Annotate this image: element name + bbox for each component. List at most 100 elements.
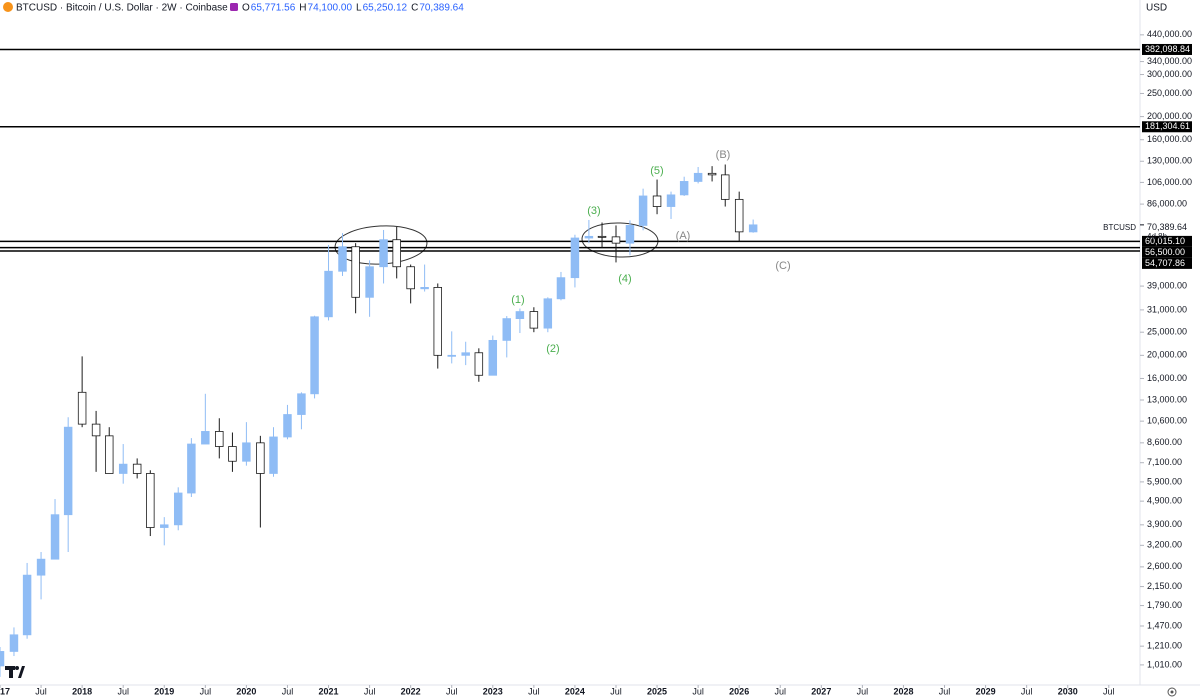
candle-body bbox=[488, 339, 498, 376]
candle-body bbox=[707, 172, 717, 176]
candle-body bbox=[146, 473, 155, 528]
y-tick-label: 16,000.00 bbox=[1147, 373, 1187, 383]
y-tick-label: 25,000.00 bbox=[1147, 327, 1187, 337]
candle-body bbox=[187, 443, 196, 494]
y-tick-label: 2,150.00 bbox=[1147, 581, 1182, 591]
candle-body bbox=[433, 287, 443, 356]
x-tick-label: 2025 bbox=[647, 686, 667, 696]
candle-body bbox=[256, 442, 265, 474]
x-tick-label: 2024 bbox=[565, 686, 585, 696]
candle-body bbox=[584, 235, 594, 239]
y-tick-label: 86,000.00 bbox=[1147, 198, 1187, 208]
candle-body bbox=[36, 558, 46, 576]
ohlc-key: C bbox=[411, 3, 418, 14]
candle-body bbox=[392, 239, 401, 268]
x-tick-label: Jul bbox=[692, 686, 704, 696]
logo-part bbox=[9, 666, 13, 678]
x-tick-label: Jul bbox=[610, 686, 622, 696]
btc-icon bbox=[3, 2, 13, 12]
y-tick-label: 39,000.00 bbox=[1147, 280, 1187, 290]
y-tick-label: 340,000.00 bbox=[1147, 56, 1192, 66]
chart-title: BTCUSD · Bitcoin / U.S. Dollar · 2W · Co… bbox=[16, 3, 228, 14]
candle-body bbox=[720, 174, 730, 200]
level-label-box bbox=[1142, 246, 1192, 258]
ohlc-key: L bbox=[356, 3, 362, 14]
candle-body bbox=[310, 316, 319, 395]
candle-body bbox=[77, 391, 87, 425]
candle-body bbox=[91, 423, 101, 437]
y-tick-label: 3,900.00 bbox=[1147, 519, 1182, 529]
candle-body bbox=[447, 354, 456, 357]
level-label: 54,707.86 bbox=[1145, 258, 1185, 268]
x-tick-label: Jul bbox=[775, 686, 787, 696]
symbol-label: BTCUSD bbox=[1103, 223, 1136, 232]
level-label-box bbox=[1142, 121, 1192, 133]
candle-body bbox=[160, 524, 169, 528]
y-tick-label: 4,900.00 bbox=[1147, 496, 1182, 506]
x-tick-label: 2029 bbox=[976, 686, 996, 696]
candle-body bbox=[365, 266, 374, 298]
candle-body bbox=[0, 651, 5, 667]
candle-body bbox=[611, 236, 621, 244]
wave-label: (5) bbox=[650, 165, 663, 177]
y-tick-label: 130,000.00 bbox=[1147, 156, 1192, 166]
y-tick-label: 440,000.00 bbox=[1147, 29, 1192, 39]
level-label-box bbox=[1142, 235, 1192, 247]
level-label-box bbox=[1142, 257, 1192, 269]
ohlc-key: H bbox=[299, 3, 306, 14]
candle-body bbox=[679, 181, 689, 196]
candle-body bbox=[283, 414, 292, 438]
x-tick-label: 2028 bbox=[893, 686, 913, 696]
y-tick-label: 13,000.00 bbox=[1147, 394, 1187, 404]
logo-part bbox=[18, 666, 25, 678]
x-tick-label: 2030 bbox=[1058, 686, 1078, 696]
tradingview-logo bbox=[5, 666, 25, 678]
wave-label: (4) bbox=[618, 273, 631, 285]
candle-body bbox=[338, 246, 347, 272]
wave-label: (C) bbox=[775, 260, 790, 272]
candle-body bbox=[515, 311, 525, 320]
countdown-label: 4d 8h bbox=[1147, 232, 1167, 241]
x-tick-label: Jul bbox=[1021, 686, 1033, 696]
candle-body bbox=[104, 435, 114, 474]
wave-label: (1) bbox=[511, 294, 524, 306]
candle-body bbox=[379, 239, 388, 268]
y-tick-label: 1,010.00 bbox=[1147, 659, 1182, 669]
candle-body bbox=[242, 442, 251, 462]
wave-label: (3) bbox=[587, 205, 600, 217]
x-tick-label: Jul bbox=[939, 686, 951, 696]
x-tick-label: 2019 bbox=[154, 686, 174, 696]
x-tick-label: 2020 bbox=[236, 686, 256, 696]
settings-icon[interactable] bbox=[1167, 687, 1177, 697]
y-tick-label: 3,200.00 bbox=[1147, 540, 1182, 550]
x-tick-label: Jul bbox=[1103, 686, 1115, 696]
candle-body bbox=[543, 298, 553, 329]
candle-body bbox=[652, 195, 662, 207]
candle-body bbox=[9, 634, 19, 652]
y-tick-label: 20,000.00 bbox=[1147, 350, 1187, 360]
candle-body bbox=[693, 172, 703, 182]
candle-body bbox=[638, 195, 648, 226]
x-tick-label: 2018 bbox=[72, 686, 92, 696]
y-tick-label: 106,000.00 bbox=[1147, 177, 1192, 187]
candle-body bbox=[215, 431, 224, 447]
ohlc-key: O bbox=[242, 3, 250, 14]
x-tick-label: Jul bbox=[364, 686, 376, 696]
y-tick-label: 5,900.00 bbox=[1147, 476, 1182, 486]
y-tick-label: 10,600.00 bbox=[1147, 416, 1187, 426]
currency-label: USD bbox=[1146, 3, 1167, 14]
candle-body bbox=[324, 270, 333, 318]
level-label-box bbox=[1142, 43, 1192, 55]
wave-label: (2) bbox=[546, 343, 559, 355]
candle-body bbox=[570, 237, 580, 279]
wave-label: (A) bbox=[676, 230, 691, 242]
candle-body bbox=[597, 235, 607, 238]
y-tick-label: 300,000.00 bbox=[1147, 69, 1192, 79]
level-label: 56,500.00 bbox=[1145, 247, 1185, 257]
candle-body bbox=[625, 225, 635, 244]
candle-body bbox=[297, 393, 306, 415]
candle-body bbox=[173, 492, 183, 526]
y-tick-label: 1,210.00 bbox=[1147, 641, 1182, 651]
